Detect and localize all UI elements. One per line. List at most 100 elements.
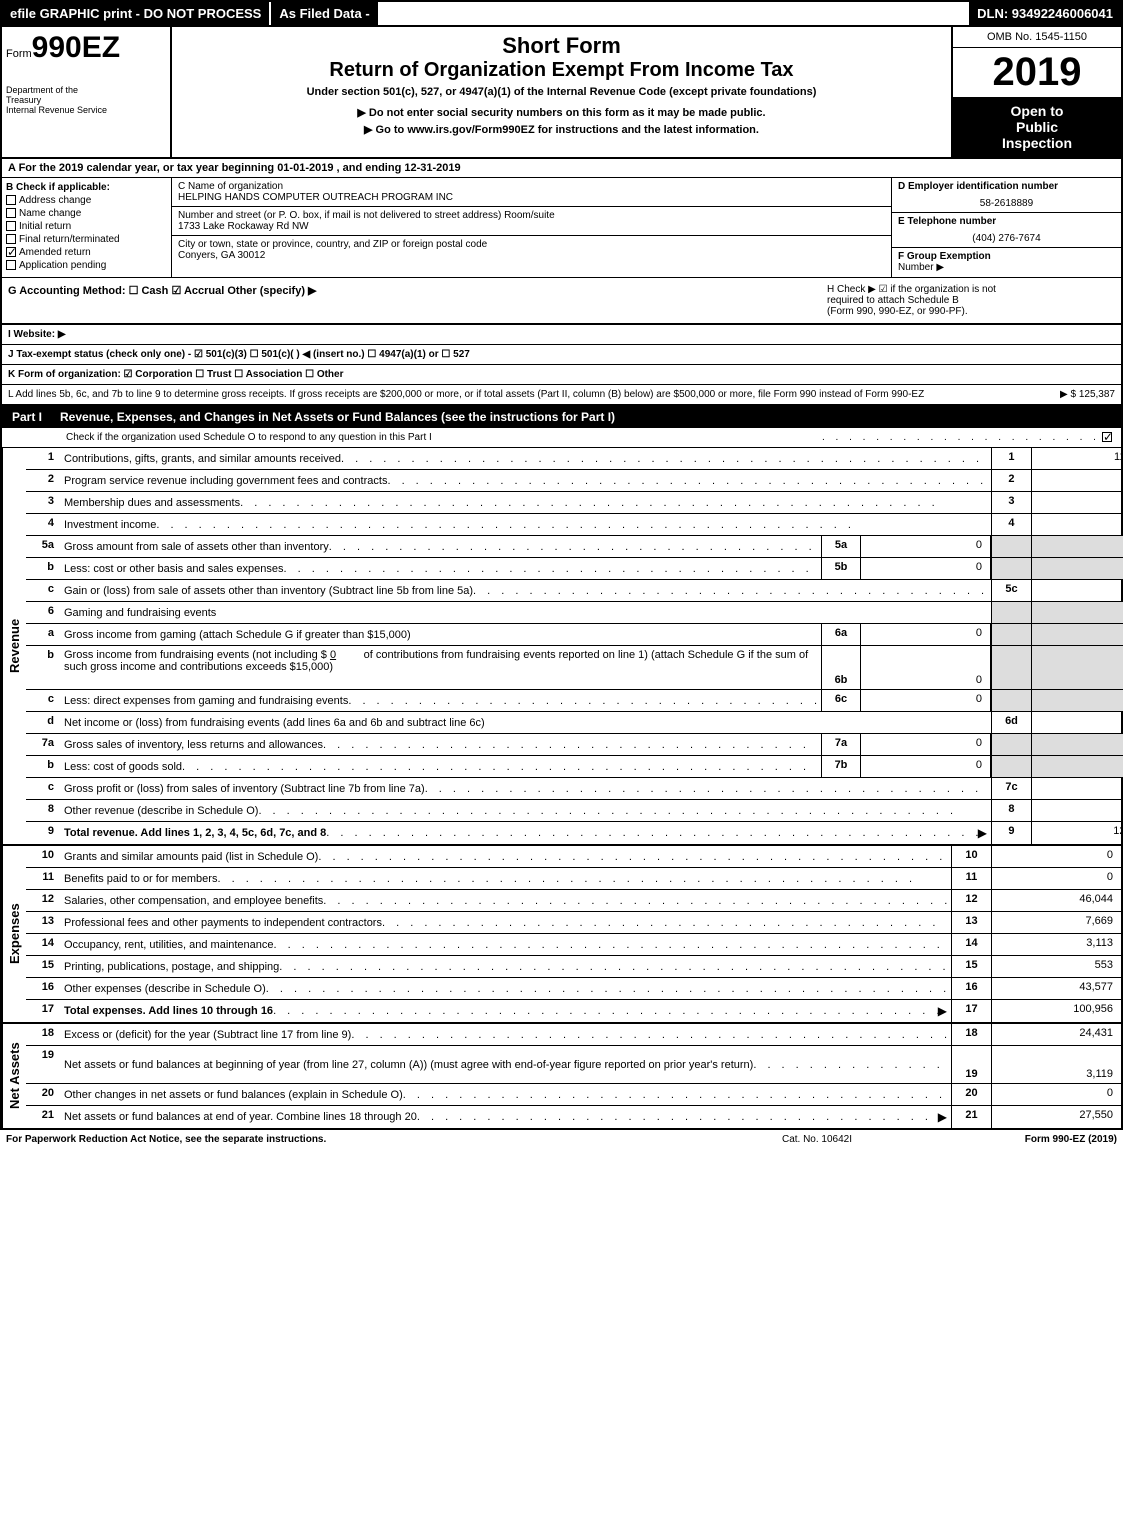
street-block: Number and street (or P. O. box, if mail… — [172, 207, 891, 236]
line-6b: b Gross income from fundraising events (… — [26, 646, 1123, 690]
line-6c: c Less: direct expenses from gaming and … — [26, 690, 1123, 712]
open-line3: Inspection — [959, 135, 1115, 151]
chk-amended-return[interactable]: Amended return — [6, 247, 167, 258]
row-l-amount: ▶ $ 125,387 — [985, 389, 1115, 400]
line-10: 10 Grants and similar amounts paid (list… — [26, 846, 1121, 868]
row-l: L Add lines 5b, 6c, and 7b to line 9 to … — [0, 385, 1123, 406]
chk-final-return[interactable]: Final return/terminated — [6, 234, 167, 245]
accounting-method-text: G Accounting Method: ☐ Cash ☑ Accrual Ot… — [8, 284, 815, 297]
header-left: Form990EZ Department of the Treasury Int… — [2, 27, 172, 157]
h-line3: (Form 990, 990-EZ, or 990-PF). — [827, 306, 1115, 317]
efile-label: efile GRAPHIC print - DO NOT PROCESS — [2, 2, 269, 25]
form-number: 990EZ — [32, 31, 120, 64]
omb-number: OMB No. 1545-1150 — [953, 27, 1121, 48]
line-13: 13 Professional fees and other payments … — [26, 912, 1121, 934]
section-b-title: B Check if applicable: — [6, 182, 167, 193]
instruction-ssn: ▶ Do not enter social security numbers o… — [178, 106, 945, 119]
as-filed-label: As Filed Data - — [269, 2, 377, 25]
line-21: 21 Net assets or fund balances at end of… — [26, 1106, 1121, 1128]
website-text: I Website: ▶ — [8, 329, 66, 340]
line-12: 12 Salaries, other compensation, and emp… — [26, 890, 1121, 912]
expenses-lines: 10 Grants and similar amounts paid (list… — [26, 846, 1121, 1022]
header-right: OMB No. 1545-1150 2019 Open to Public In… — [951, 27, 1121, 157]
footer-catno: Cat. No. 10642I — [717, 1134, 917, 1145]
street-label: Number and street (or P. O. box, if mail… — [178, 210, 885, 221]
header-center: Short Form Return of Organization Exempt… — [172, 27, 951, 157]
grp-label: F Group Exemption — [898, 251, 1115, 262]
h-line2: required to attach Schedule B — [827, 295, 1115, 306]
footer-paperwork: For Paperwork Reduction Act Notice, see … — [6, 1134, 717, 1145]
form-prefix: Form — [6, 48, 32, 60]
street-value: 1733 Lake Rockaway Rd NW — [178, 221, 885, 232]
dept-line1: Department of the — [6, 85, 166, 95]
ein-value: 58-2618889 — [898, 198, 1115, 209]
line-5a: 5a Gross amount from sale of assets othe… — [26, 536, 1123, 558]
part-1-label: Part I — [2, 406, 52, 428]
line-3: 3 Membership dues and assessments 3 0 — [26, 492, 1123, 514]
dept-line3: Internal Revenue Service — [6, 105, 166, 115]
expenses-section: Expenses 10 Grants and similar amounts p… — [0, 846, 1123, 1024]
line-2: 2 Program service revenue including gove… — [26, 470, 1123, 492]
grp-label2: Number ▶ — [898, 262, 1115, 273]
line-14: 14 Occupancy, rent, utilities, and maint… — [26, 934, 1121, 956]
tel-label: E Telephone number — [898, 216, 1115, 227]
row-k-form-org: K Form of organization: ☑ Corporation ☐ … — [0, 365, 1123, 385]
line-5c: c Gain or (loss) from sale of assets oth… — [26, 580, 1123, 602]
form-org-text: K Form of organization: ☑ Corporation ☐ … — [8, 369, 344, 380]
chk-application-pending[interactable]: Application pending — [6, 260, 167, 271]
h-line1: H Check ▶ ☑ if the organization is not — [827, 284, 1115, 295]
line-17: 17 Total expenses. Add lines 10 through … — [26, 1000, 1121, 1022]
line-19: 19 Net assets or fund balances at beginn… — [26, 1046, 1121, 1084]
section-b: B Check if applicable: Address change Na… — [2, 178, 172, 277]
org-name-value: HELPING HANDS COMPUTER OUTREACH PROGRAM … — [178, 192, 885, 203]
tax-exempt-text: J Tax-exempt status (check only one) - ☑… — [8, 349, 470, 360]
row-l-text: L Add lines 5b, 6c, and 7b to line 9 to … — [8, 389, 985, 400]
part-1-title: Revenue, Expenses, and Changes in Net As… — [52, 406, 1121, 428]
return-title: Return of Organization Exempt From Incom… — [178, 59, 945, 82]
org-name-label: C Name of organization — [178, 181, 885, 192]
row-a: A For the 2019 calendar year, or tax yea… — [0, 159, 1123, 178]
dept-line2: Treasury — [6, 95, 166, 105]
part-1-checkbox[interactable] — [1102, 432, 1112, 442]
line-1: 1 Contributions, gifts, grants, and simi… — [26, 448, 1123, 470]
line-11: 11 Benefits paid to or for members 11 0 — [26, 868, 1121, 890]
dln-label: DLN: 93492246006041 — [969, 2, 1121, 25]
efile-top-bar: efile GRAPHIC print - DO NOT PROCESS As … — [0, 0, 1123, 25]
tel-value: (404) 276-7674 — [898, 233, 1115, 244]
accounting-method: G Accounting Method: ☐ Cash ☑ Accrual Ot… — [2, 278, 821, 323]
city-block: City or town, state or province, country… — [172, 236, 891, 264]
section-h: H Check ▶ ☑ if the organization is not r… — [821, 278, 1121, 323]
line-7a: 7a Gross sales of inventory, less return… — [26, 734, 1123, 756]
page-footer: For Paperwork Reduction Act Notice, see … — [0, 1130, 1123, 1149]
city-value: Conyers, GA 30012 — [178, 250, 885, 261]
line-7b: b Less: cost of goods sold 7b 0 — [26, 756, 1123, 778]
line-16: 16 Other expenses (describe in Schedule … — [26, 978, 1121, 1000]
part-1-header: Part I Revenue, Expenses, and Changes in… — [0, 406, 1123, 428]
netassets-section: Net Assets 18 Excess or (deficit) for th… — [0, 1024, 1123, 1130]
part-1-check-text: Check if the organization used Schedule … — [66, 432, 822, 443]
subtitle: Under section 501(c), 527, or 4947(a)(1)… — [178, 86, 945, 98]
chk-initial-return[interactable]: Initial return — [6, 221, 167, 232]
tel-block: E Telephone number (404) 276-7674 — [892, 213, 1121, 248]
line-20: 20 Other changes in net assets or fund b… — [26, 1084, 1121, 1106]
line-6: 6 Gaming and fundraising events — [26, 602, 1123, 624]
netassets-lines: 18 Excess or (deficit) for the year (Sub… — [26, 1024, 1121, 1128]
row-j-tax-exempt: J Tax-exempt status (check only one) - ☑… — [0, 345, 1123, 365]
ein-block: D Employer identification number 58-2618… — [892, 178, 1121, 213]
line-7c: c Gross profit or (loss) from sales of i… — [26, 778, 1123, 800]
line-4: 4 Investment income 4 0 — [26, 514, 1123, 536]
part-1-check: Check if the organization used Schedule … — [0, 428, 1123, 448]
form-header: Form990EZ Department of the Treasury Int… — [0, 25, 1123, 159]
footer-formref: Form 990-EZ (2019) — [917, 1134, 1117, 1145]
tax-year: 2019 — [953, 48, 1121, 97]
group-exemption-block: F Group Exemption Number ▶ — [892, 248, 1121, 276]
line-6d: d Net income or (loss) from fundraising … — [26, 712, 1123, 734]
section-c: C Name of organization HELPING HANDS COM… — [172, 178, 891, 277]
revenue-lines: 1 Contributions, gifts, grants, and simi… — [26, 448, 1123, 844]
open-line1: Open to — [959, 103, 1115, 119]
city-label: City or town, state or province, country… — [178, 239, 885, 250]
chk-name-change[interactable]: Name change — [6, 208, 167, 219]
row-i-website: I Website: ▶ — [0, 325, 1123, 345]
ein-label: D Employer identification number — [898, 181, 1115, 192]
chk-address-change[interactable]: Address change — [6, 195, 167, 206]
